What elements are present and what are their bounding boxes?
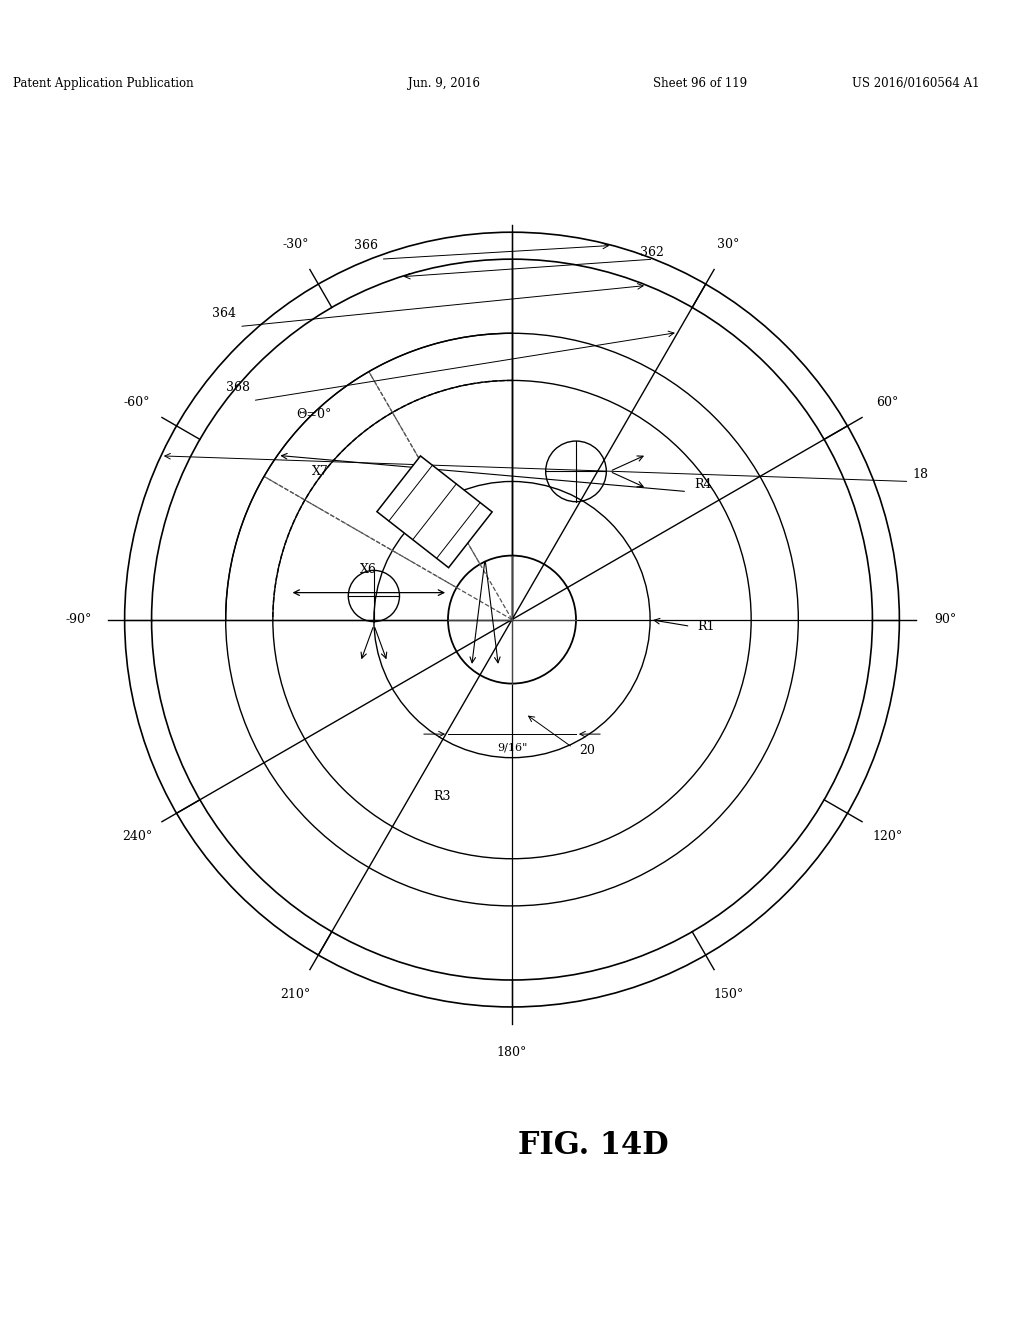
- Text: X6: X6: [360, 562, 377, 576]
- Text: 120°: 120°: [872, 830, 902, 842]
- Text: 240°: 240°: [122, 830, 152, 842]
- Text: -90°: -90°: [66, 612, 92, 626]
- Text: 366: 366: [353, 239, 378, 252]
- Text: 9/16": 9/16": [497, 742, 527, 752]
- Text: 368: 368: [225, 380, 250, 393]
- Text: X7: X7: [311, 465, 329, 478]
- Text: -30°: -30°: [283, 238, 308, 251]
- Text: -60°: -60°: [124, 396, 151, 409]
- Text: US 2016/0160564 A1: US 2016/0160564 A1: [852, 78, 980, 90]
- Text: FIG. 14D: FIG. 14D: [517, 1130, 668, 1160]
- Text: Sheet 96 of 119: Sheet 96 of 119: [653, 78, 748, 90]
- Text: Jun. 9, 2016: Jun. 9, 2016: [408, 78, 479, 90]
- Text: 362: 362: [640, 246, 664, 259]
- Text: 210°: 210°: [281, 989, 310, 1002]
- Text: R4: R4: [694, 478, 712, 491]
- Text: 150°: 150°: [714, 989, 743, 1002]
- Text: R3: R3: [433, 791, 451, 804]
- Text: R1: R1: [697, 620, 715, 632]
- Text: 30°: 30°: [718, 238, 739, 251]
- Text: 180°: 180°: [497, 1047, 527, 1059]
- Text: Θ=0°: Θ=0°: [296, 408, 332, 421]
- Text: 90°: 90°: [934, 612, 956, 626]
- Text: Patent Application Publication: Patent Application Publication: [13, 78, 195, 90]
- Text: 60°: 60°: [876, 396, 898, 409]
- Text: 20: 20: [580, 744, 595, 758]
- Bar: [377, 455, 493, 568]
- Text: 364: 364: [212, 306, 237, 319]
- Text: 18: 18: [912, 469, 929, 482]
